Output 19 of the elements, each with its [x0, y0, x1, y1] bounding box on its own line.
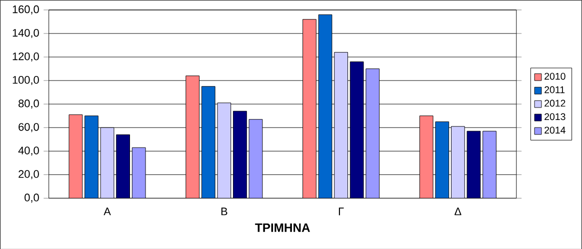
legend-label: 2012 — [544, 100, 566, 106]
legend-label: 2014 — [544, 126, 566, 134]
x-tick-label: Α — [104, 207, 111, 215]
y-tick-label: 60,0 — [18, 122, 39, 132]
legend-label: 2013 — [544, 113, 566, 120]
x-tick-label: Γ — [338, 207, 344, 215]
legend-label: 2011 — [544, 86, 565, 93]
legend-label: 2010 — [544, 72, 566, 80]
y-tick-label: 140,0 — [12, 28, 39, 38]
y-tick-label: 100,0 — [12, 76, 39, 85]
x-tick-label: Δ — [454, 207, 462, 215]
y-tick-label: 0,0 — [24, 193, 39, 202]
y-tick-label: 40,0 — [18, 146, 39, 156]
y-tick-label: 120,0 — [12, 52, 39, 62]
x-axis-title: ΤΡΙΜΗΝΑ — [255, 223, 310, 232]
y-tick-label: 160,0 — [12, 5, 39, 14]
x-tick-label: Β — [221, 207, 228, 215]
y-tick-label: 20,0 — [18, 170, 39, 179]
y-tick-label: 80,0 — [18, 99, 39, 108]
